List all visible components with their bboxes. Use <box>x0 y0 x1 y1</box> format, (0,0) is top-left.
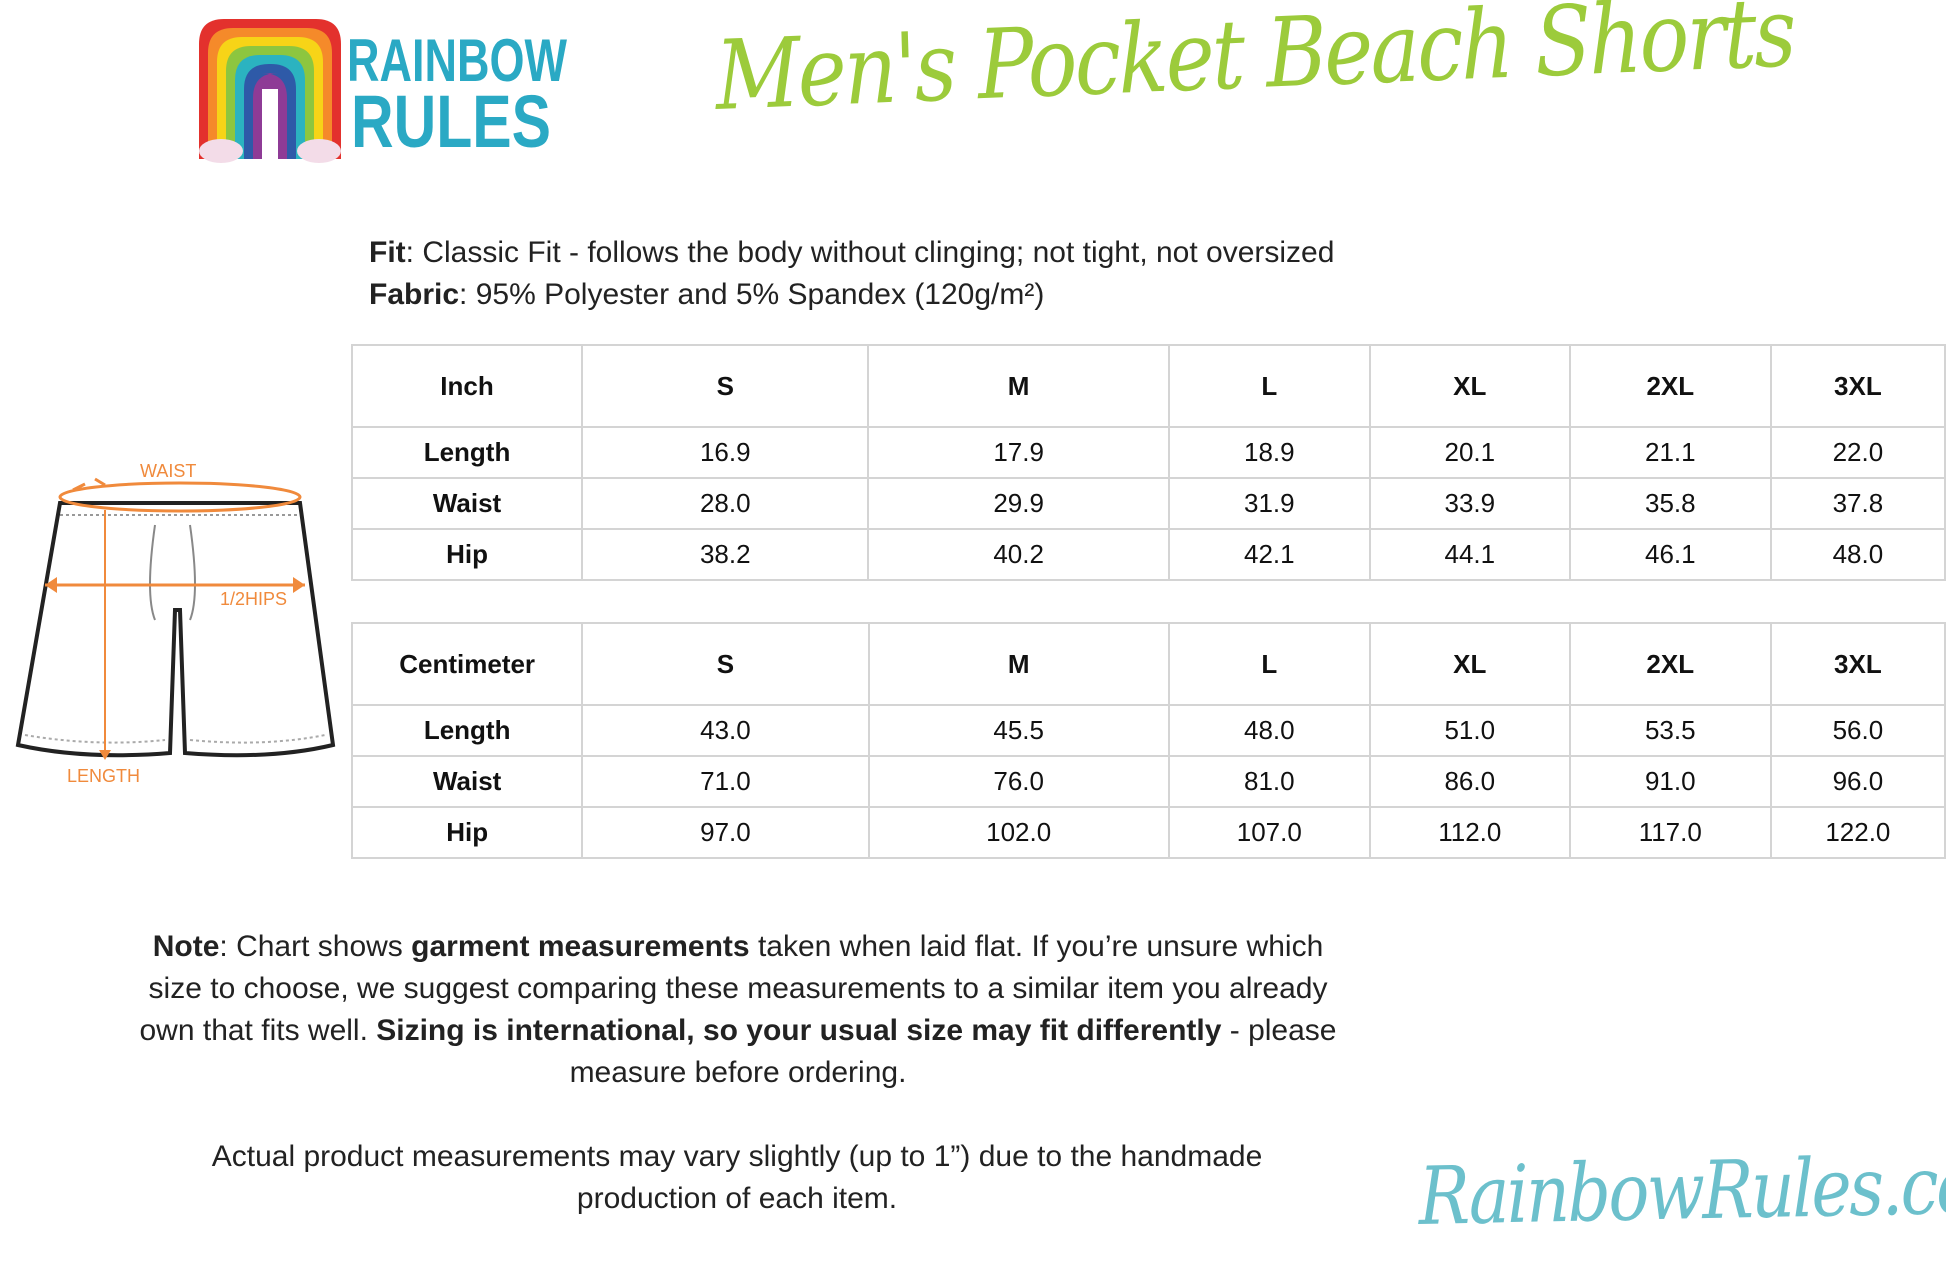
table-cell: 117.0 <box>1568 806 1772 859</box>
column-header: Inch <box>350 344 584 428</box>
row-label: Waist <box>350 755 584 808</box>
table-cell: 96.0 <box>1769 755 1946 808</box>
column-header: Centimeter <box>350 622 584 706</box>
table-cell: 76.0 <box>867 755 1170 808</box>
column-header: XL <box>1368 622 1571 706</box>
centimeter-size-table: Centimeter S M L XL 2XL 3XL Length 43.0 45.5 48.0… <box>350 622 1946 859</box>
row-label: Hip <box>350 806 584 859</box>
table-cell: 86.0 <box>1368 755 1571 808</box>
inch-size-table: Inch S M L XL 2XL 3XL Length 16.9 17.9 18.9 20.1 21… <box>350 344 1946 581</box>
column-header: 2XL <box>1568 622 1772 706</box>
table-cell: 48.0 <box>1769 528 1946 581</box>
table-cell: 42.1 <box>1167 528 1371 581</box>
disclaimer: Actual product measurements may vary sli… <box>211 1140 1263 1215</box>
table-cell: 35.8 <box>1568 477 1772 530</box>
table-cell: 81.0 <box>1167 755 1371 808</box>
table-cell: 28.0 <box>581 477 870 530</box>
table-row: Waist 71.0 76.0 81.0 86.0 91.0 96.0 <box>350 755 1946 808</box>
row-label: Length <box>350 704 584 757</box>
table-cell: 37.8 <box>1769 477 1946 530</box>
table-cell: 71.0 <box>581 755 870 808</box>
row-label: Waist <box>350 477 584 530</box>
table-cell: 22.0 <box>1769 426 1946 479</box>
row-label: Length <box>350 426 584 479</box>
column-header: M <box>867 344 1170 428</box>
rainbow-rules-logo: RAINBOW RULES <box>199 19 567 164</box>
table-cell: 51.0 <box>1368 704 1571 757</box>
column-header: S <box>581 344 870 428</box>
table-cell: 97.0 <box>581 806 870 859</box>
table-cell: 40.2 <box>867 528 1170 581</box>
table-cell: 16.9 <box>581 426 870 479</box>
column-header: 2XL <box>1568 344 1772 428</box>
table-cell: 17.9 <box>867 426 1170 479</box>
column-header: L <box>1167 622 1371 706</box>
column-header: XL <box>1368 344 1571 428</box>
website-link[interactable]: RainbowRules.com <box>1418 1137 1946 1243</box>
table-cell: 21.1 <box>1568 426 1772 479</box>
fabric-spec: Fabric: 95% Polyester and 5% Spandex (12… <box>369 278 1045 311</box>
table-cell: 53.5 <box>1568 704 1772 757</box>
table-cell: 31.9 <box>1167 477 1371 530</box>
column-header: 3XL <box>1769 622 1946 706</box>
svg-text:RULES: RULES <box>351 80 551 163</box>
table-cell: 44.1 <box>1368 528 1571 581</box>
table-row: Waist 28.0 29.9 31.9 33.9 35.8 37.8 <box>350 477 1946 530</box>
row-label: Hip <box>350 528 584 581</box>
table-cell: 102.0 <box>867 806 1170 859</box>
table-cell: 91.0 <box>1568 755 1772 808</box>
table-cell: 46.1 <box>1568 528 1772 581</box>
table-row: Length 43.0 45.5 48.0 51.0 53.5 56.0 <box>350 704 1946 757</box>
table-row: Hip 38.2 40.2 42.1 44.1 46.1 48.0 <box>350 528 1946 581</box>
table-cell: 20.1 <box>1368 426 1571 479</box>
table-cell: 33.9 <box>1368 477 1571 530</box>
column-header: M <box>867 622 1170 706</box>
table-cell: 29.9 <box>867 477 1170 530</box>
table-cell: 107.0 <box>1167 806 1371 859</box>
svg-text:1/2HIPS: 1/2HIPS <box>220 589 287 609</box>
page-title: Men's Pocket Beach Shorts <box>714 0 1796 132</box>
shorts-measurement-diagram: WAIST 1/2HIPS LENGTH <box>15 461 336 786</box>
column-header: 3XL <box>1769 344 1946 428</box>
sizing-note: Note: Chart shows garment measurements t… <box>139 930 1337 1089</box>
table-cell: 48.0 <box>1167 704 1371 757</box>
svg-text:RAINBOW: RAINBOW <box>347 27 567 94</box>
column-header: S <box>581 622 870 706</box>
table-cell: 112.0 <box>1368 806 1571 859</box>
table-cell: 43.0 <box>581 704 870 757</box>
table-cell: 38.2 <box>581 528 870 581</box>
svg-text:WAIST: WAIST <box>140 461 196 481</box>
svg-text:LENGTH: LENGTH <box>67 766 140 786</box>
table-row: Hip 97.0 102.0 107.0 112.0 117.0 122.0 <box>350 806 1946 859</box>
table-cell: 18.9 <box>1167 426 1371 479</box>
table-cell: 45.5 <box>867 704 1170 757</box>
fit-spec: Fit: Classic Fit - follows the body with… <box>369 236 1335 269</box>
column-header: L <box>1167 344 1371 428</box>
table-cell: 56.0 <box>1769 704 1946 757</box>
table-cell: 122.0 <box>1769 806 1946 859</box>
table-row: Length 16.9 17.9 18.9 20.1 21.1 22.0 <box>350 426 1946 479</box>
